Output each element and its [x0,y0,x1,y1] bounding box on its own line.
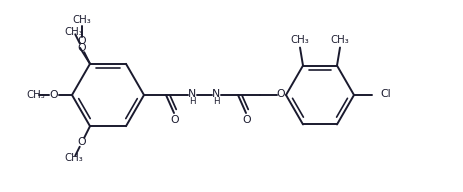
Text: O: O [78,43,86,53]
Text: O: O [277,89,285,99]
Text: O: O [243,115,251,125]
Text: Cl: Cl [380,89,391,99]
Text: CH₃: CH₃ [27,90,45,100]
Text: N: N [212,89,220,99]
Text: CH₃: CH₃ [73,15,91,25]
Text: N: N [188,89,196,99]
Text: O: O [78,36,86,46]
Text: CH₃: CH₃ [331,35,350,45]
Text: H: H [213,97,219,105]
Text: H: H [189,97,195,105]
Text: O: O [171,115,179,125]
Text: O: O [50,90,58,100]
Text: CH₃: CH₃ [291,35,309,45]
Text: CH₃: CH₃ [64,153,83,163]
Text: O: O [78,137,86,147]
Text: CH₃: CH₃ [64,27,83,37]
